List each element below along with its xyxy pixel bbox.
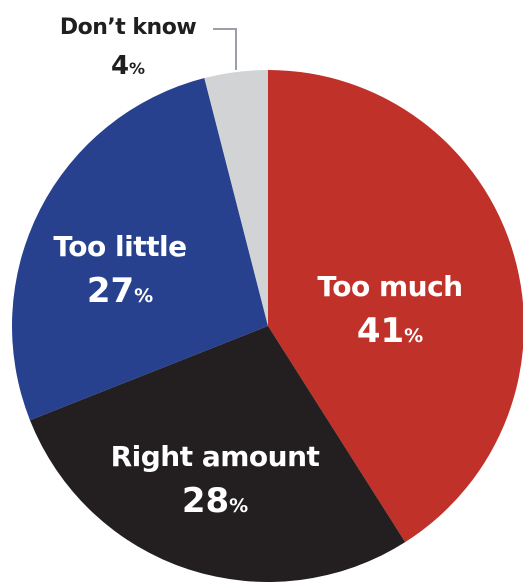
pie-slice-too-little: [12, 78, 268, 421]
slice-label-right-amount: Right amount: [111, 440, 320, 473]
pie-slice-right-amount: [29, 326, 406, 582]
slice-value-too-little: 27%: [87, 271, 153, 311]
slice-value-too-much: 41%: [357, 311, 423, 351]
slice-label-don-t-know: Don’t know: [60, 15, 196, 40]
slice-label-too-little: Too little: [53, 230, 186, 263]
slice-value-right-amount: 28%: [182, 481, 248, 521]
slice-label-too-much: Too much: [317, 270, 462, 303]
pie-labels: Too much 41% Right amount 28% Too little 27% D…: [53, 15, 463, 521]
pie-slice-too-much: [268, 70, 523, 543]
pie-slices: [12, 70, 523, 582]
dont-know-leader-line: [213, 28, 237, 70]
pie-slice-don-t-know: [204, 70, 268, 326]
slice-value-don-t-know: 4%: [111, 51, 145, 81]
